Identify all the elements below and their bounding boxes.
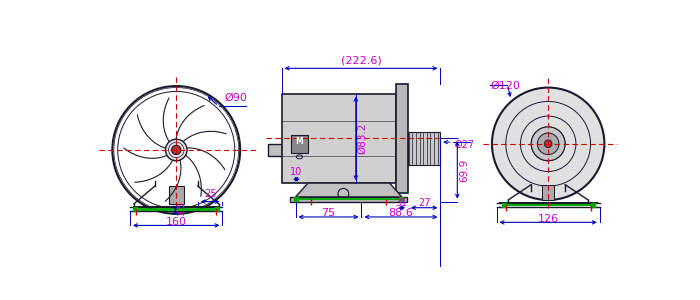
Bar — [281, 94, 396, 183]
Text: Ø120: Ø120 — [491, 81, 520, 91]
Circle shape — [172, 145, 181, 154]
Circle shape — [165, 139, 187, 161]
Text: 126: 126 — [538, 214, 559, 224]
Text: Ø83.2: Ø83.2 — [358, 123, 368, 154]
Bar — [408, 132, 440, 165]
Polygon shape — [295, 183, 402, 197]
Text: 27: 27 — [418, 199, 430, 208]
Text: (222.6): (222.6) — [341, 55, 382, 65]
Text: 160: 160 — [166, 217, 187, 227]
Text: 31: 31 — [395, 199, 408, 208]
Circle shape — [492, 88, 604, 200]
Bar — [395, 84, 408, 193]
Text: 75: 75 — [321, 208, 335, 218]
Circle shape — [545, 140, 552, 148]
Text: 25: 25 — [204, 189, 216, 199]
Circle shape — [546, 142, 550, 146]
Bar — [542, 184, 554, 200]
Bar — [268, 144, 281, 156]
Text: 88.6: 88.6 — [389, 208, 414, 218]
Circle shape — [174, 148, 178, 152]
Circle shape — [538, 133, 559, 154]
Circle shape — [531, 127, 565, 161]
Text: M: M — [295, 137, 303, 146]
Text: 3.5: 3.5 — [177, 202, 186, 216]
Text: 10: 10 — [290, 167, 302, 177]
Text: Ò27: Ò27 — [454, 140, 475, 150]
Text: Ø90: Ø90 — [224, 93, 247, 103]
Bar — [291, 135, 308, 153]
Text: 69.9: 69.9 — [460, 158, 470, 182]
Bar — [169, 186, 184, 204]
Bar — [290, 197, 407, 202]
